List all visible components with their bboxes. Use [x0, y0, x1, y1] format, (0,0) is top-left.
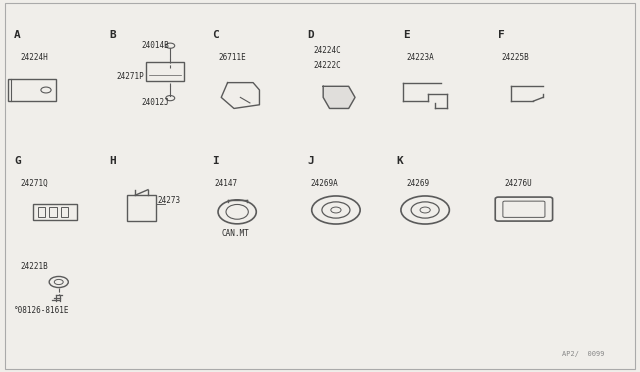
Text: 24224C: 24224C: [314, 46, 341, 55]
Text: 24012J: 24012J: [141, 98, 170, 107]
Text: °08126-8161E: °08126-8161E: [14, 307, 70, 315]
Text: A: A: [14, 30, 21, 40]
Text: G: G: [14, 156, 21, 166]
Text: 24271P: 24271P: [116, 72, 144, 81]
Text: 24014B: 24014B: [141, 41, 170, 49]
Text: 24273: 24273: [157, 196, 180, 205]
Bar: [49, 207, 57, 217]
Bar: [146, 62, 184, 81]
Text: 24221B: 24221B: [20, 262, 48, 271]
Bar: [127, 195, 156, 221]
Text: K: K: [396, 156, 403, 166]
Text: C: C: [212, 30, 218, 40]
Text: H: H: [109, 156, 116, 166]
Polygon shape: [323, 86, 355, 109]
Text: 24225B: 24225B: [502, 54, 529, 62]
Text: 24223A: 24223A: [406, 54, 434, 62]
Bar: [61, 207, 68, 217]
Text: 26711E: 26711E: [218, 54, 246, 62]
Text: J: J: [307, 156, 314, 166]
Bar: [38, 207, 45, 217]
Text: AP2/  0099: AP2/ 0099: [562, 351, 605, 357]
Bar: [33, 203, 77, 220]
Text: I: I: [212, 156, 218, 166]
Bar: [8, 79, 56, 101]
Text: F: F: [499, 30, 505, 40]
Text: E: E: [403, 30, 410, 40]
Text: D: D: [307, 30, 314, 40]
Text: CAN.MT: CAN.MT: [221, 229, 249, 238]
Text: 24276U: 24276U: [505, 179, 532, 188]
Text: B: B: [109, 30, 116, 40]
Text: 24269A: 24269A: [310, 179, 338, 188]
Text: 24147: 24147: [215, 179, 238, 188]
Text: 24271Q: 24271Q: [20, 179, 48, 188]
Text: 24222C: 24222C: [314, 61, 341, 70]
Text: 24224H: 24224H: [20, 54, 48, 62]
Text: 24269: 24269: [406, 179, 429, 188]
